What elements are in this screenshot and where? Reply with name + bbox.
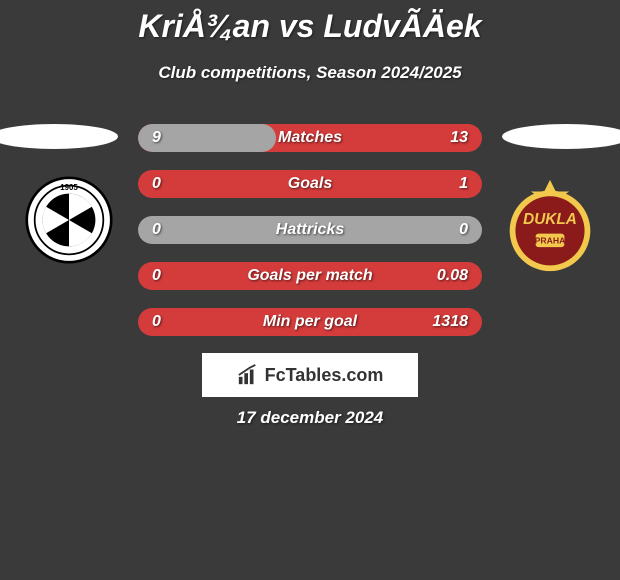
stat-label: Hattricks: [276, 221, 344, 239]
stat-right-value: 1318: [432, 313, 468, 331]
stat-left-value: 0: [152, 267, 161, 285]
right-team-oval: [502, 124, 620, 149]
stat-label: Goals per match: [247, 267, 372, 285]
stat-left-value: 0: [152, 313, 161, 331]
stat-bar: 9 Matches 13: [138, 124, 482, 152]
stat-left-value: 0: [152, 221, 161, 239]
stat-right-value: 0.08: [437, 267, 468, 285]
stat-bar: 0 Hattricks 0: [138, 216, 482, 244]
chart-icon: [237, 364, 259, 386]
stat-label: Min per goal: [263, 313, 357, 331]
left-team-oval: [0, 124, 118, 149]
svg-text:DUKLA: DUKLA: [523, 211, 577, 228]
stat-bar: 0 Goals 1: [138, 170, 482, 198]
subtitle: Club competitions, Season 2024/2025: [0, 63, 620, 83]
brand-text: FcTables.com: [265, 365, 384, 386]
stat-bar: 0 Goals per match 0.08: [138, 262, 482, 290]
date-text: 17 december 2024: [0, 408, 620, 428]
left-team-badge: 1905: [25, 176, 113, 264]
stats-container: 9 Matches 13 0 Goals 1 0 Hattricks 0 0 Goals per m…: [138, 124, 482, 354]
stat-left-value: 0: [152, 175, 161, 193]
stat-left-value: 9: [152, 129, 161, 147]
right-team-badge: DUKLA PRAHA: [502, 178, 598, 274]
stat-right-value: 13: [450, 129, 468, 147]
stat-right-value: 1: [459, 175, 468, 193]
stat-right-value: 0: [459, 221, 468, 239]
svg-text:1905: 1905: [60, 183, 78, 192]
page-title: KriÅ¾an vs LudvÃÄek: [0, 0, 620, 45]
stat-bar: 0 Min per goal 1318: [138, 308, 482, 336]
stat-label: Matches: [278, 129, 342, 147]
brand-box[interactable]: FcTables.com: [202, 353, 418, 397]
stat-label: Goals: [288, 175, 332, 193]
svg-text:PRAHA: PRAHA: [535, 235, 566, 245]
